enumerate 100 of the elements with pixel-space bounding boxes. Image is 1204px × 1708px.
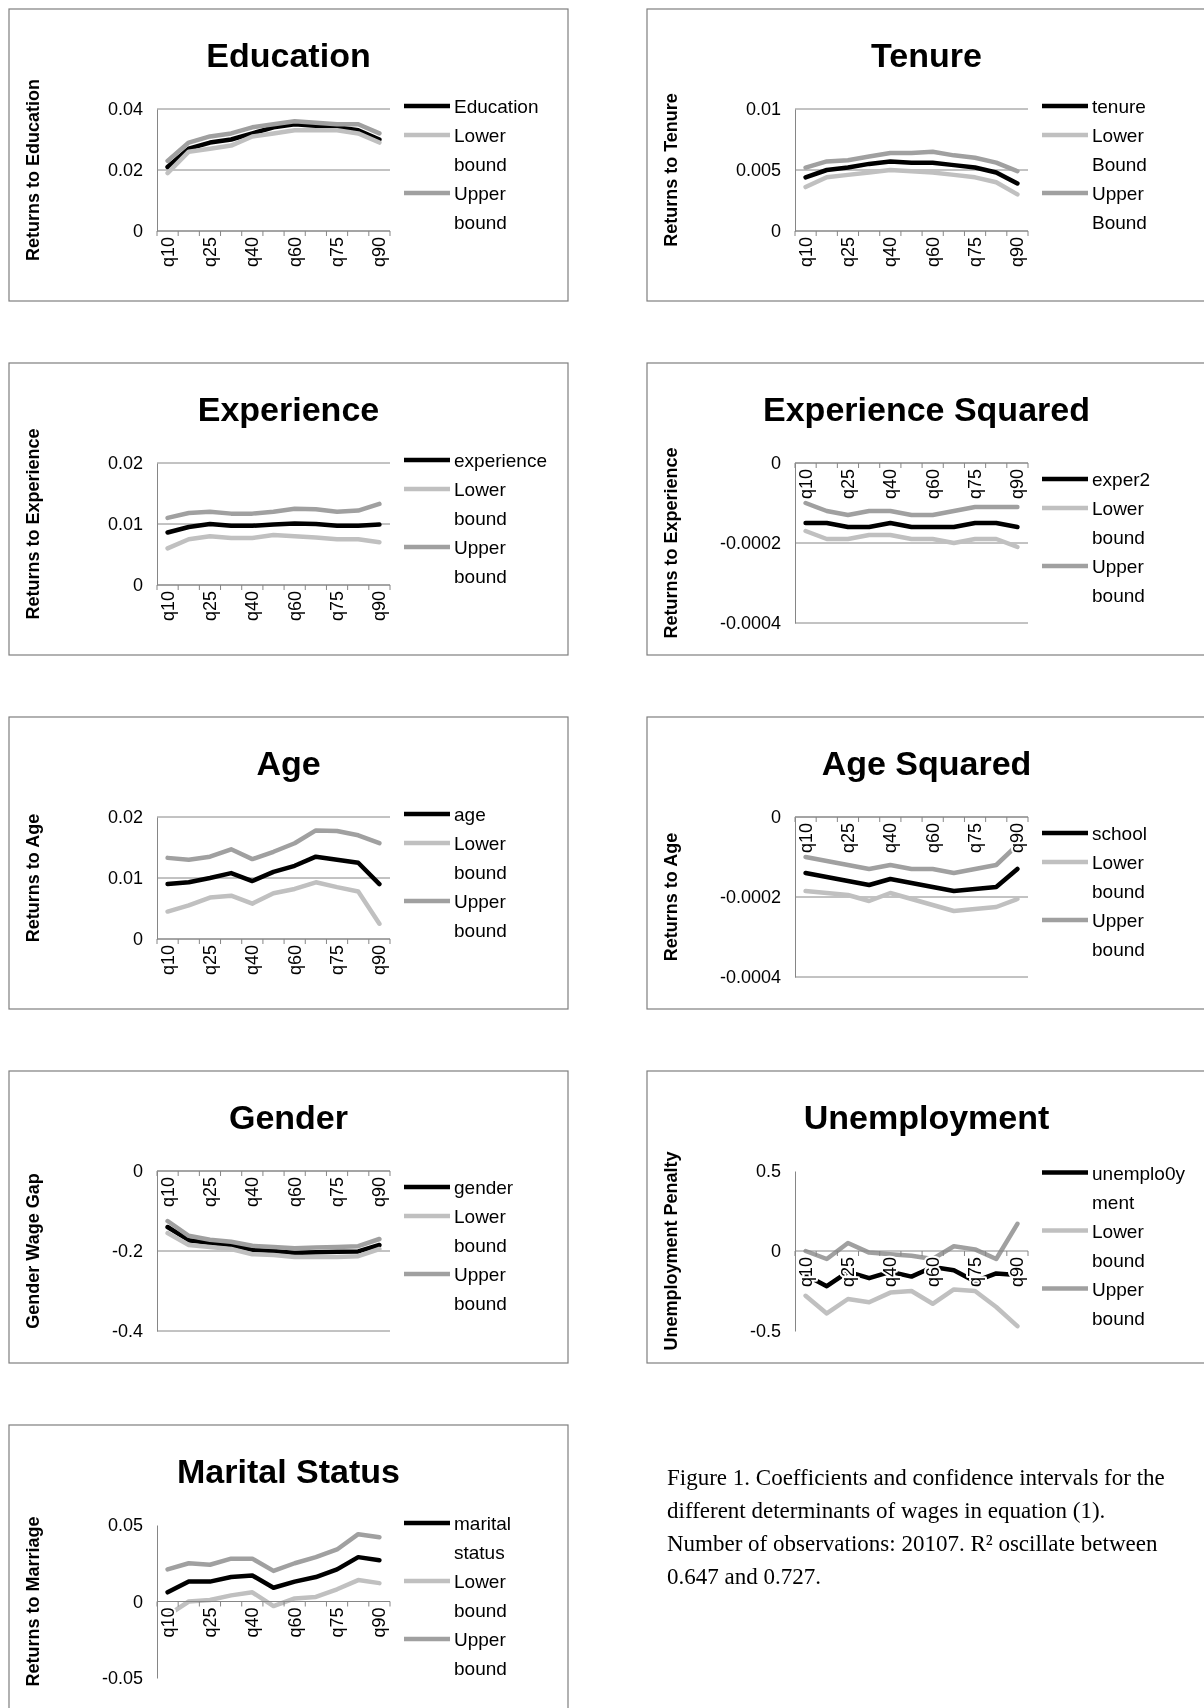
x-tick-label: q40 <box>242 237 263 268</box>
y-tick-label: 0 <box>132 575 143 596</box>
line-series <box>165 880 382 926</box>
y-axis-title: Returns to Tenure <box>661 93 681 247</box>
y-axis-title: Unemployment Penalty <box>661 1151 681 1351</box>
y-tick-label: 0 <box>770 1241 781 1262</box>
x-tick-label: q75 <box>965 823 986 854</box>
legend-label: tenure <box>1092 96 1146 117</box>
line-series <box>165 854 382 887</box>
y-tick-label: -0.05 <box>101 1668 143 1689</box>
x-tick-label: q40 <box>880 237 901 268</box>
x-tick-label: q90 <box>369 1177 390 1208</box>
y-tick-label: -0.5 <box>749 1321 781 1342</box>
line-series <box>803 528 1020 550</box>
line-series <box>165 1224 382 1256</box>
x-tick-label: q60 <box>922 237 943 268</box>
legend-label: exper2 <box>1092 469 1151 490</box>
legend-label: Education <box>454 96 539 117</box>
legend-label: Lower bound <box>454 833 507 883</box>
line-series <box>165 118 382 164</box>
x-tick-label: q60 <box>284 1607 305 1638</box>
y-tick-label: 0 <box>132 1161 143 1182</box>
legend-label: Upper bound <box>454 537 507 587</box>
y-tick-label: 0.04 <box>107 99 143 120</box>
x-tick-label: q25 <box>199 1177 220 1208</box>
x-tick-label: q10 <box>795 237 816 268</box>
x-tick-label: q10 <box>157 1607 178 1638</box>
legend-label: marital status <box>454 1513 512 1563</box>
x-tick-label: q40 <box>880 1257 901 1288</box>
chart-title: Tenure <box>871 36 982 74</box>
y-tick-label: -0.2 <box>111 1241 143 1262</box>
y-tick-label: -0.0002 <box>719 887 781 908</box>
x-tick-label: q10 <box>795 823 816 854</box>
legend-label: Upper Bound <box>1092 183 1147 233</box>
line-series <box>165 828 382 862</box>
y-axis-title: Returns to Education <box>23 78 43 262</box>
chart-title: Experience Squared <box>763 390 1090 428</box>
legend-label: Lower Bound <box>1092 125 1147 175</box>
x-tick-label: q25 <box>837 469 858 500</box>
legend-label: Upper bound <box>1092 1278 1145 1329</box>
x-tick-label: q25 <box>199 237 220 268</box>
x-tick-label: q10 <box>157 237 178 268</box>
x-tick-label: q40 <box>880 469 901 500</box>
chart-title: Age <box>256 744 321 782</box>
x-tick-label: q40 <box>242 1607 263 1638</box>
legend-label: gender <box>454 1177 514 1198</box>
legend-label: Upper bound <box>454 1629 507 1679</box>
y-tick-label: 0 <box>770 807 781 828</box>
x-tick-label: q40 <box>242 591 263 622</box>
x-tick-label: q25 <box>837 237 858 268</box>
x-tick-label: q90 <box>1007 823 1028 854</box>
y-tick-label: -0.0002 <box>719 533 781 554</box>
legend-label: Lower bound <box>454 125 507 175</box>
y-axis-title: Returns to Age <box>23 813 43 943</box>
x-tick-label: q25 <box>199 591 220 622</box>
x-tick-label: q75 <box>965 1257 986 1288</box>
y-tick-label: 0.5 <box>755 1161 781 1182</box>
x-tick-label: q75 <box>965 237 986 268</box>
line-series <box>165 1218 382 1251</box>
x-tick-label: q75 <box>327 1607 348 1638</box>
y-tick-label: -0.0004 <box>719 967 781 988</box>
line-series <box>803 149 1020 174</box>
y-axis-title: Gender Wage Gap <box>23 1173 43 1329</box>
line-series <box>165 122 382 170</box>
x-tick-label: q40 <box>242 1177 263 1208</box>
line-series <box>803 1287 1020 1329</box>
x-tick-label: q75 <box>327 945 348 976</box>
legend-label: Upper bound <box>1092 556 1145 606</box>
x-tick-label: q75 <box>327 237 348 268</box>
x-tick-label: q60 <box>922 823 943 854</box>
line-series <box>165 1531 382 1574</box>
y-tick-label: 0.02 <box>107 807 143 828</box>
x-tick-label: q90 <box>1007 1257 1028 1288</box>
x-tick-label: q25 <box>199 945 220 976</box>
y-axis-title: Returns to Experience <box>23 428 43 620</box>
legend-label: Lower bound <box>454 479 507 529</box>
chart-title: Education <box>206 36 371 74</box>
caption: Figure 1. Coefficients and confidence intervals for the different determinants of wages in equation (1). Number of observations: 20107. R² oscillate between 0.647 and 0.727. <box>667 1465 1165 1589</box>
legend-label: Upper bound <box>454 891 507 941</box>
line-series <box>803 159 1020 186</box>
x-tick-label: q90 <box>369 237 390 268</box>
line-series <box>165 1230 382 1260</box>
x-tick-label: q90 <box>369 945 390 976</box>
chart-title: Marital Status <box>177 1452 400 1490</box>
y-axis-title: Returns to Age <box>661 832 681 962</box>
chart-title: Gender <box>228 1098 349 1136</box>
x-tick-label: q75 <box>327 591 348 622</box>
x-tick-label: q90 <box>369 1607 390 1638</box>
x-tick-label: q60 <box>284 945 305 976</box>
line-series <box>803 500 1020 518</box>
y-tick-label: 0 <box>132 929 143 950</box>
x-tick-label: q10 <box>157 945 178 976</box>
y-tick-label: 0 <box>132 221 143 242</box>
x-tick-label: q60 <box>284 237 305 268</box>
y-tick-label: 0 <box>770 221 781 242</box>
y-tick-label: 0.02 <box>107 160 143 181</box>
line-series <box>165 532 382 551</box>
x-tick-label: q10 <box>795 469 816 500</box>
x-tick-label: q10 <box>795 1257 816 1288</box>
y-axis-title: Returns to Experience <box>661 447 681 639</box>
